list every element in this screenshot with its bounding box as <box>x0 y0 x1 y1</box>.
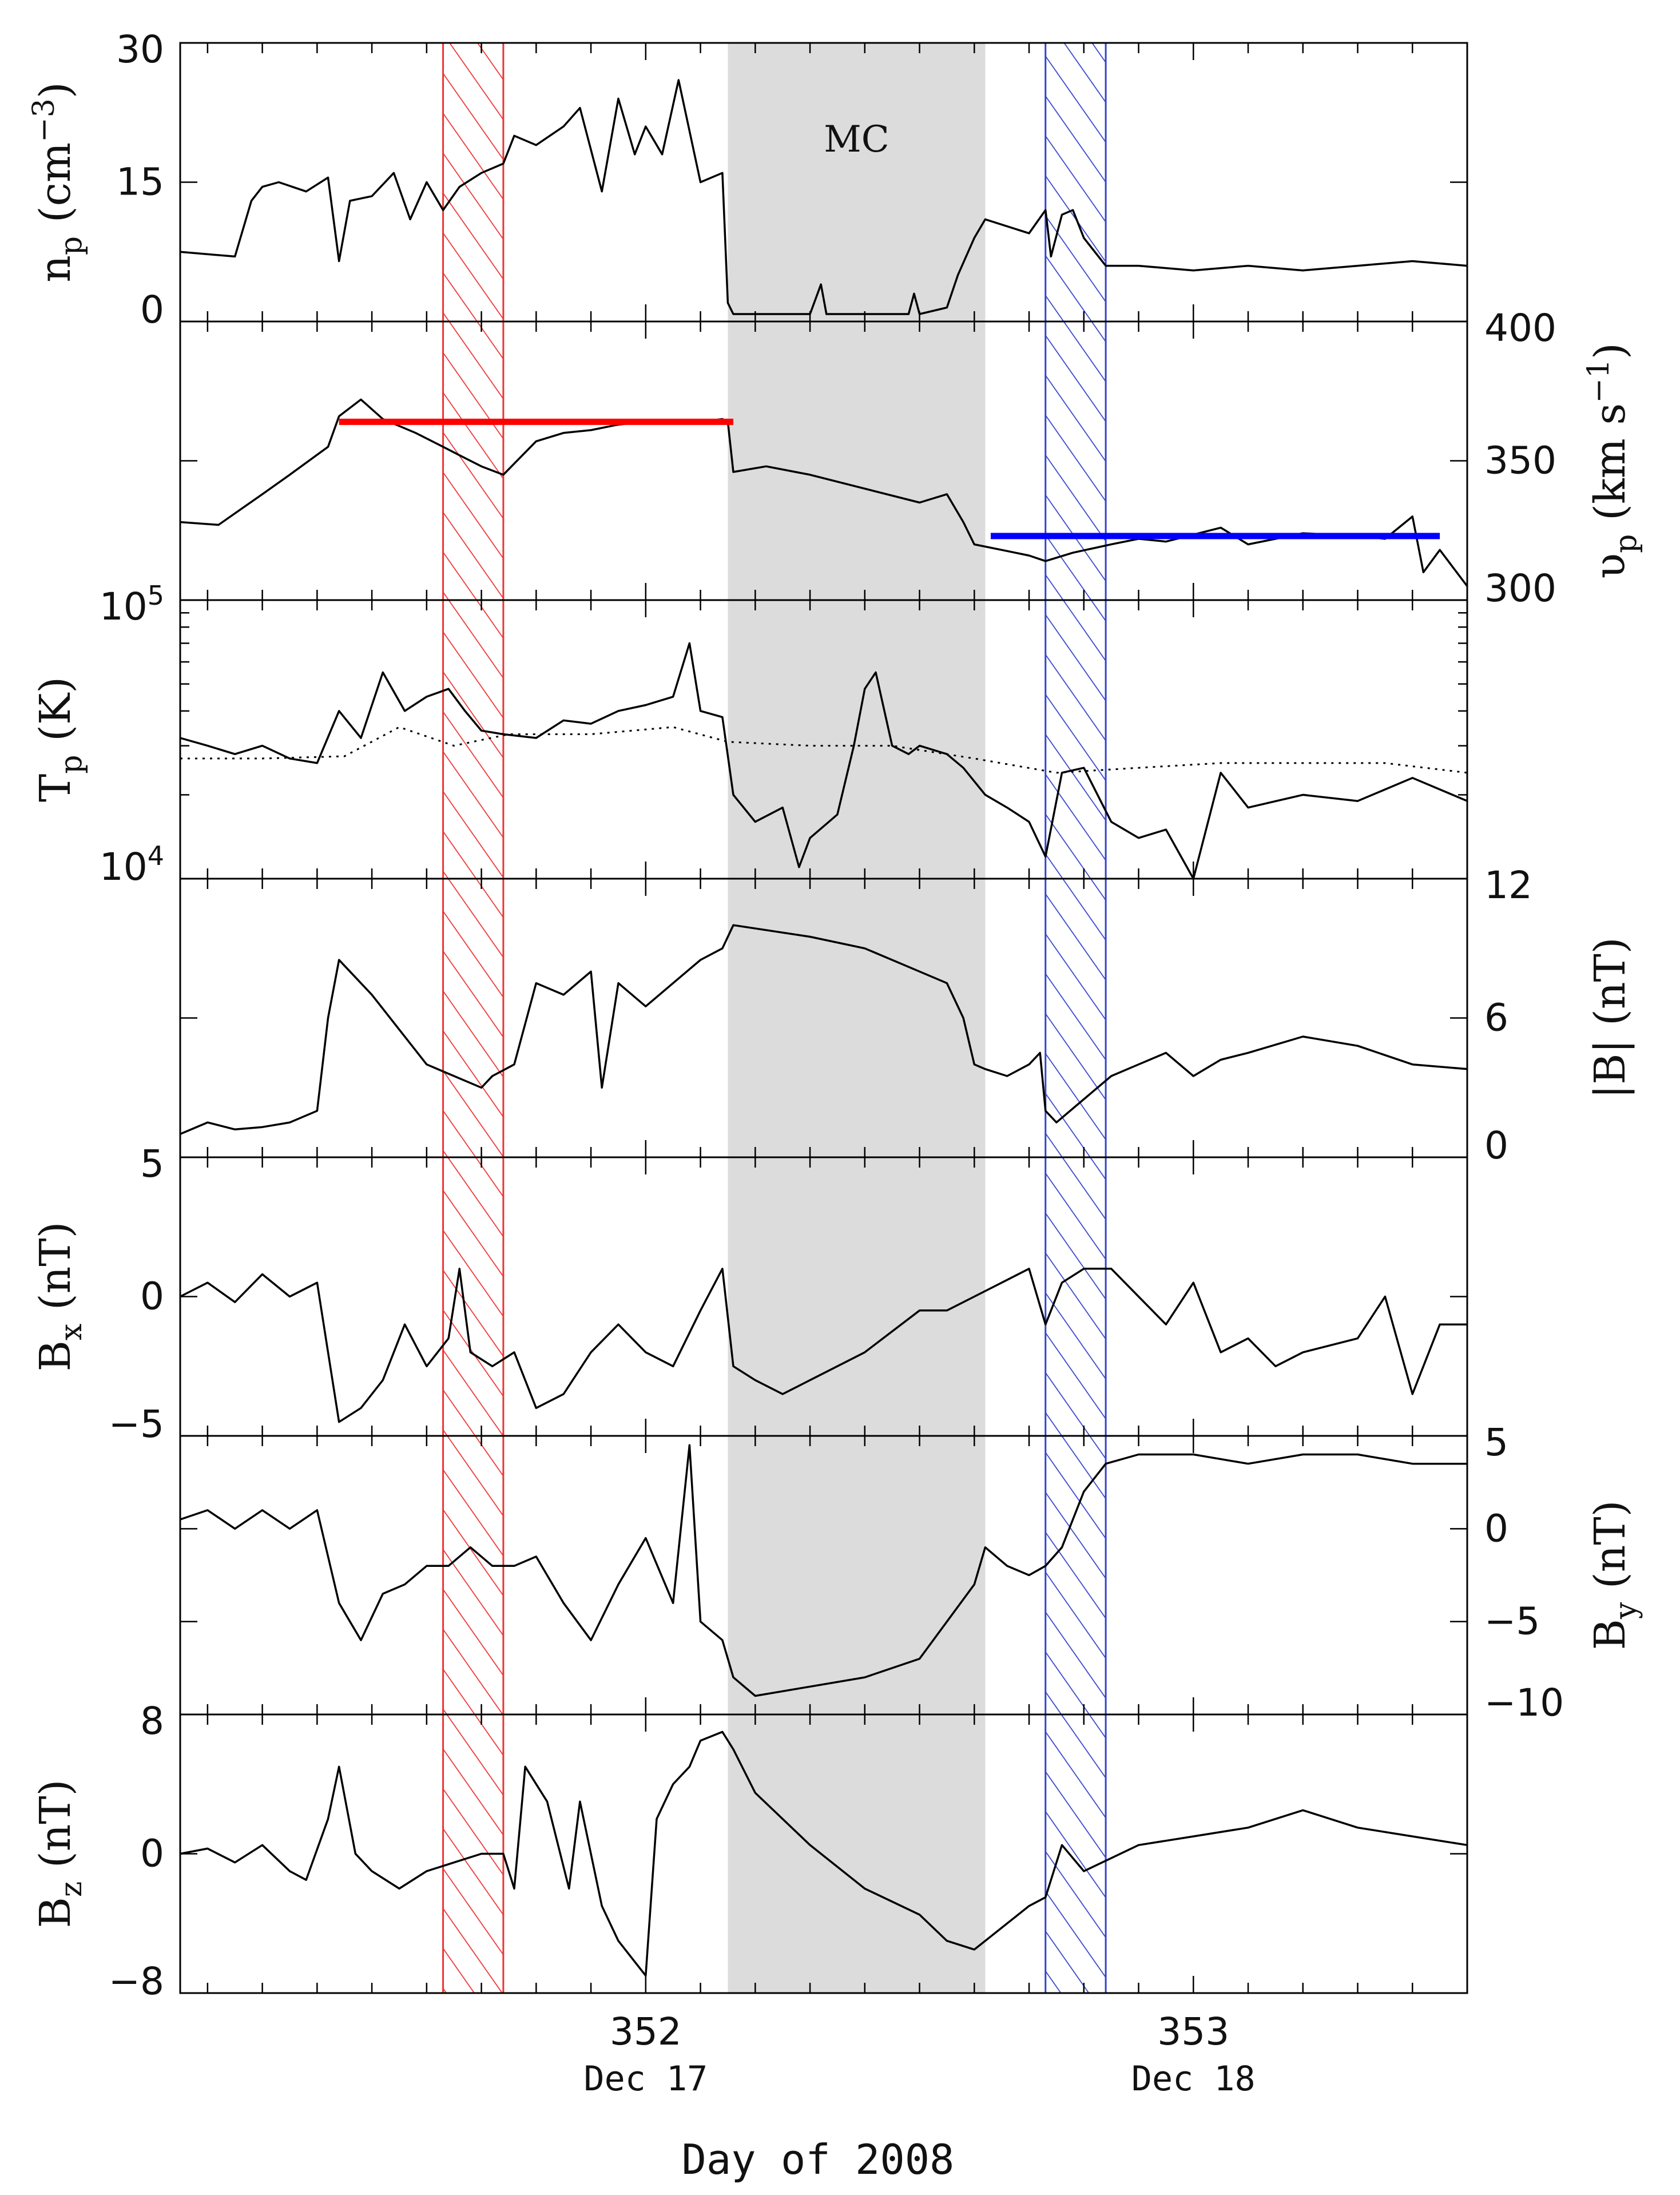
Bz-ytick-label: 0 <box>140 1832 164 1876</box>
vp-axis-unit: (km s <box>1586 403 1635 534</box>
By-axis-title: By (nT) <box>1586 1500 1643 1650</box>
np-axis-unit-exp: −3 <box>27 98 61 142</box>
Tp-ytick-exp: 4 <box>148 840 164 871</box>
vp-axis-unit-end: ) <box>1586 343 1635 359</box>
panel-Bz: −8 0 8 Bz (nT) <box>31 1699 1468 2003</box>
Tp-ytick-label: 105 <box>100 580 164 629</box>
Tp-axis-symbol: T <box>31 774 80 802</box>
By-ytick-label: 0 <box>1484 1506 1508 1550</box>
By-series-B_y <box>180 1444 1467 1697</box>
Tp-series-T_expected <box>180 726 1468 774</box>
B-axis-symbol: |B| <box>1586 1039 1635 1099</box>
vp-ytick-label: 400 <box>1484 306 1556 350</box>
Bz-axis-title: Bz (nT) <box>31 1779 89 1928</box>
blue-hatched-interval <box>1045 43 1106 1993</box>
By-ytick-label: −5 <box>1484 1599 1540 1644</box>
By-ytick-label: −10 <box>1484 1681 1564 1725</box>
np-axis-symbol: n <box>31 255 80 283</box>
x-date-label-352: Dec 17 <box>583 2059 708 2099</box>
np-ytick-label: 30 <box>116 27 164 72</box>
Bz-axis-symbol: B <box>31 1897 80 1928</box>
vp-axis-subscript: p <box>1609 534 1643 553</box>
Bx-ytick-label: 5 <box>140 1142 164 1186</box>
vp-axis-unit-exp: −1 <box>1582 359 1616 403</box>
np-axis-subscript: p <box>54 236 89 255</box>
np-axis-title: np (cm−3) <box>27 82 89 283</box>
Bx-ytick-label: −5 <box>109 1402 164 1446</box>
Bz-axis-subscript: z <box>54 1882 89 1897</box>
np-ytick-label: 0 <box>140 288 164 332</box>
By-axis-subscript: y <box>1609 1602 1643 1620</box>
Tp-series-T_p <box>180 642 1468 880</box>
By-ytick-label: 5 <box>1484 1420 1508 1464</box>
B-ytick-label: 0 <box>1484 1124 1508 1168</box>
Bz-axis-unit: (nT) <box>31 1779 80 1881</box>
B-series-B <box>180 924 1468 1136</box>
x-tick-label-353: 353 <box>1157 2010 1229 2054</box>
panel-By: −10 −5 0 5 By (nT) <box>179 1420 1643 1725</box>
x-date-label-353: Dec 18 <box>1131 2059 1256 2099</box>
Bz-ytick-label: −8 <box>109 1959 164 2003</box>
panel-vp: 300 350 400 υp (km s−1) <box>179 306 1643 610</box>
Tp-ytick-label: 104 <box>100 840 164 889</box>
x-axis-title: Day of 2008 <box>682 2136 955 2184</box>
Bz-ytick-label: 8 <box>140 1699 164 1743</box>
magnetic-cloud <box>728 43 986 1993</box>
Tp-ytick-exp: 5 <box>148 580 164 611</box>
np-ytick-label: 15 <box>116 160 164 204</box>
B-ytick-label: 6 <box>1484 996 1508 1040</box>
Tp-axis-title: Tp (K) <box>31 677 89 802</box>
panel-Bx: −5 0 5 Bx (nT) <box>31 1142 1468 1446</box>
Bx-axis-title: Bx (nT) <box>31 1222 89 1372</box>
vp-axis-title: υp (km s−1) <box>1582 343 1643 579</box>
By-axis-unit: (nT) <box>1586 1500 1635 1602</box>
np-axis-unit-end: ) <box>31 82 80 98</box>
x-axis: 352 Dec 17 353 Dec 18 <box>583 2010 1255 2099</box>
Tp-axis-unit: (K) <box>31 677 80 755</box>
Bx-axis-unit: (nT) <box>31 1222 80 1324</box>
x-tick-label-352: 352 <box>610 2010 682 2054</box>
np-axis-unit: (cm <box>31 142 80 236</box>
Bx-series-B_x <box>180 1268 1467 1423</box>
red-hatched-interval <box>443 43 503 1993</box>
Bx-ytick-label: 0 <box>140 1275 164 1319</box>
B-axis-unit: (nT) <box>1586 937 1635 1039</box>
vp-ytick-label: 350 <box>1484 439 1556 483</box>
Bx-axis-symbol: B <box>31 1340 80 1371</box>
By-axis-symbol: B <box>1586 1619 1635 1650</box>
B-ytick-label: 12 <box>1484 863 1532 907</box>
vp-axis-symbol: υ <box>1586 553 1635 579</box>
mc-label: MC <box>824 118 889 161</box>
B-axis-title: |B| (nT) <box>1586 937 1635 1099</box>
vp-ytick-label: 300 <box>1484 566 1556 610</box>
Bz-series-B_z <box>180 1730 1468 1977</box>
Bx-axis-subscript: x <box>54 1324 89 1340</box>
Tp-axis-subscript: p <box>54 755 89 773</box>
shaded-intervals: MC <box>442 43 1107 1993</box>
np-series-n_p <box>180 79 1468 315</box>
